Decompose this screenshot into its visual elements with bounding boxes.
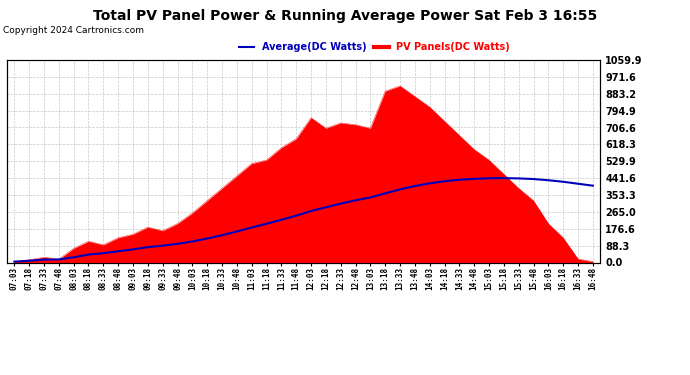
Legend: Average(DC Watts), PV Panels(DC Watts): Average(DC Watts), PV Panels(DC Watts) xyxy=(235,39,514,56)
Text: Copyright 2024 Cartronics.com: Copyright 2024 Cartronics.com xyxy=(3,26,144,35)
Text: Total PV Panel Power & Running Average Power Sat Feb 3 16:55: Total PV Panel Power & Running Average P… xyxy=(93,9,597,23)
